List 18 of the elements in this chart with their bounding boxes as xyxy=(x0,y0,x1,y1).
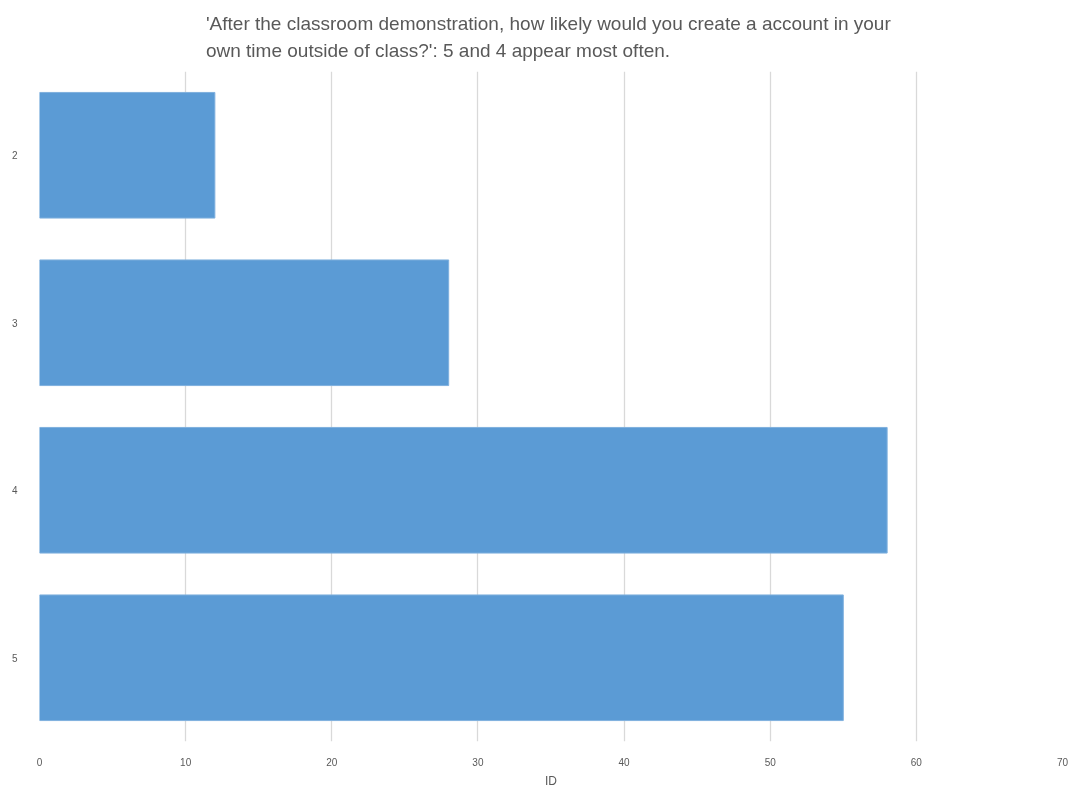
chart-title: 'After the classroom demonstration, how likely would you create a account in your own time outside of class?': 5 and 4 appear most often. xyxy=(205,13,892,61)
x-tick-label: 20 xyxy=(326,756,338,768)
x-tick-label: 60 xyxy=(910,756,923,768)
x-tick-label: 40 xyxy=(618,756,631,768)
bar xyxy=(39,594,844,722)
x-tick-label: 10 xyxy=(180,756,192,768)
y-tick-label: 3 xyxy=(11,317,18,329)
bar xyxy=(39,91,216,219)
x-axis-title: ID xyxy=(545,773,558,788)
bar xyxy=(39,426,888,554)
y-tick-label: 5 xyxy=(11,652,18,664)
x-tick-label: 70 xyxy=(1056,756,1069,768)
x-tick-label: 50 xyxy=(764,756,777,768)
y-tick-label: 4 xyxy=(11,485,18,497)
bar xyxy=(39,259,450,387)
x-tick-label: 30 xyxy=(472,756,484,768)
y-tick-label: 2 xyxy=(11,150,18,162)
x-tick-label: 0 xyxy=(36,756,43,768)
